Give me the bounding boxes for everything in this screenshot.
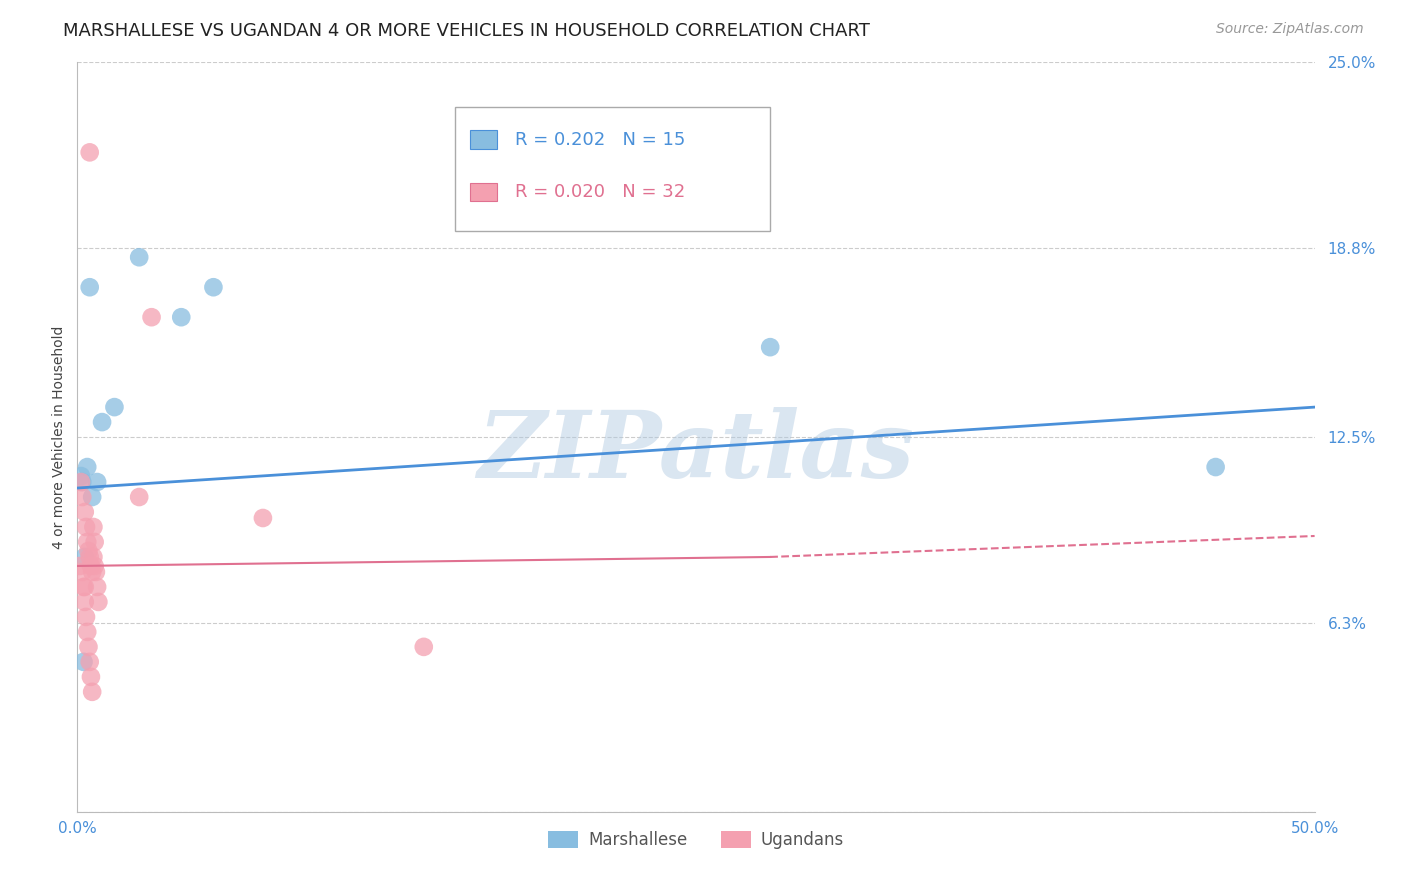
Point	[79, 145, 101, 160]
Point	[72, 565, 94, 579]
Point	[76, 460, 98, 475]
Point	[70, 469, 93, 483]
Point	[82, 565, 104, 579]
Point	[75, 520, 97, 534]
Point	[82, 520, 104, 534]
Point	[79, 280, 101, 294]
Point	[86, 580, 108, 594]
Point	[77, 544, 100, 558]
Point	[83, 535, 105, 549]
Point	[84, 565, 107, 579]
Legend: Marshallese, Ugandans: Marshallese, Ugandans	[541, 824, 851, 855]
Point	[70, 475, 93, 489]
Point	[69, 558, 91, 573]
FancyBboxPatch shape	[470, 130, 496, 149]
Point	[72, 655, 94, 669]
Point	[170, 310, 193, 325]
Point	[82, 685, 104, 699]
Point	[86, 475, 108, 489]
Point	[80, 670, 103, 684]
Point	[1205, 460, 1227, 475]
Point	[103, 400, 125, 414]
Point	[72, 475, 94, 489]
Point	[82, 549, 104, 564]
Text: Source: ZipAtlas.com: Source: ZipAtlas.com	[1216, 22, 1364, 37]
Point	[73, 505, 96, 519]
Point	[202, 280, 225, 294]
Point	[128, 250, 150, 264]
FancyBboxPatch shape	[470, 183, 496, 201]
Text: MARSHALLESE VS UGANDAN 4 OR MORE VEHICLES IN HOUSEHOLD CORRELATION CHART: MARSHALLESE VS UGANDAN 4 OR MORE VEHICLE…	[63, 22, 870, 40]
Point	[76, 624, 98, 639]
Point	[79, 549, 101, 564]
Point	[141, 310, 163, 325]
Point	[76, 535, 98, 549]
Point	[412, 640, 434, 654]
Point	[73, 595, 96, 609]
Point	[759, 340, 782, 354]
Point	[252, 511, 274, 525]
Point	[75, 610, 97, 624]
Point	[72, 490, 94, 504]
Point	[128, 490, 150, 504]
Point	[73, 580, 96, 594]
Text: R = 0.202   N = 15: R = 0.202 N = 15	[516, 130, 686, 149]
FancyBboxPatch shape	[454, 107, 770, 231]
Point	[79, 655, 101, 669]
Text: R = 0.020   N = 32: R = 0.020 N = 32	[516, 183, 686, 201]
Y-axis label: 4 or more Vehicles in Household: 4 or more Vehicles in Household	[52, 326, 66, 549]
Text: ZIPatlas: ZIPatlas	[478, 407, 914, 497]
Point	[72, 580, 94, 594]
Point	[83, 558, 105, 573]
Point	[91, 415, 114, 429]
Point	[80, 558, 103, 573]
Point	[73, 549, 96, 564]
Point	[82, 490, 104, 504]
Point	[77, 640, 100, 654]
Point	[87, 595, 110, 609]
